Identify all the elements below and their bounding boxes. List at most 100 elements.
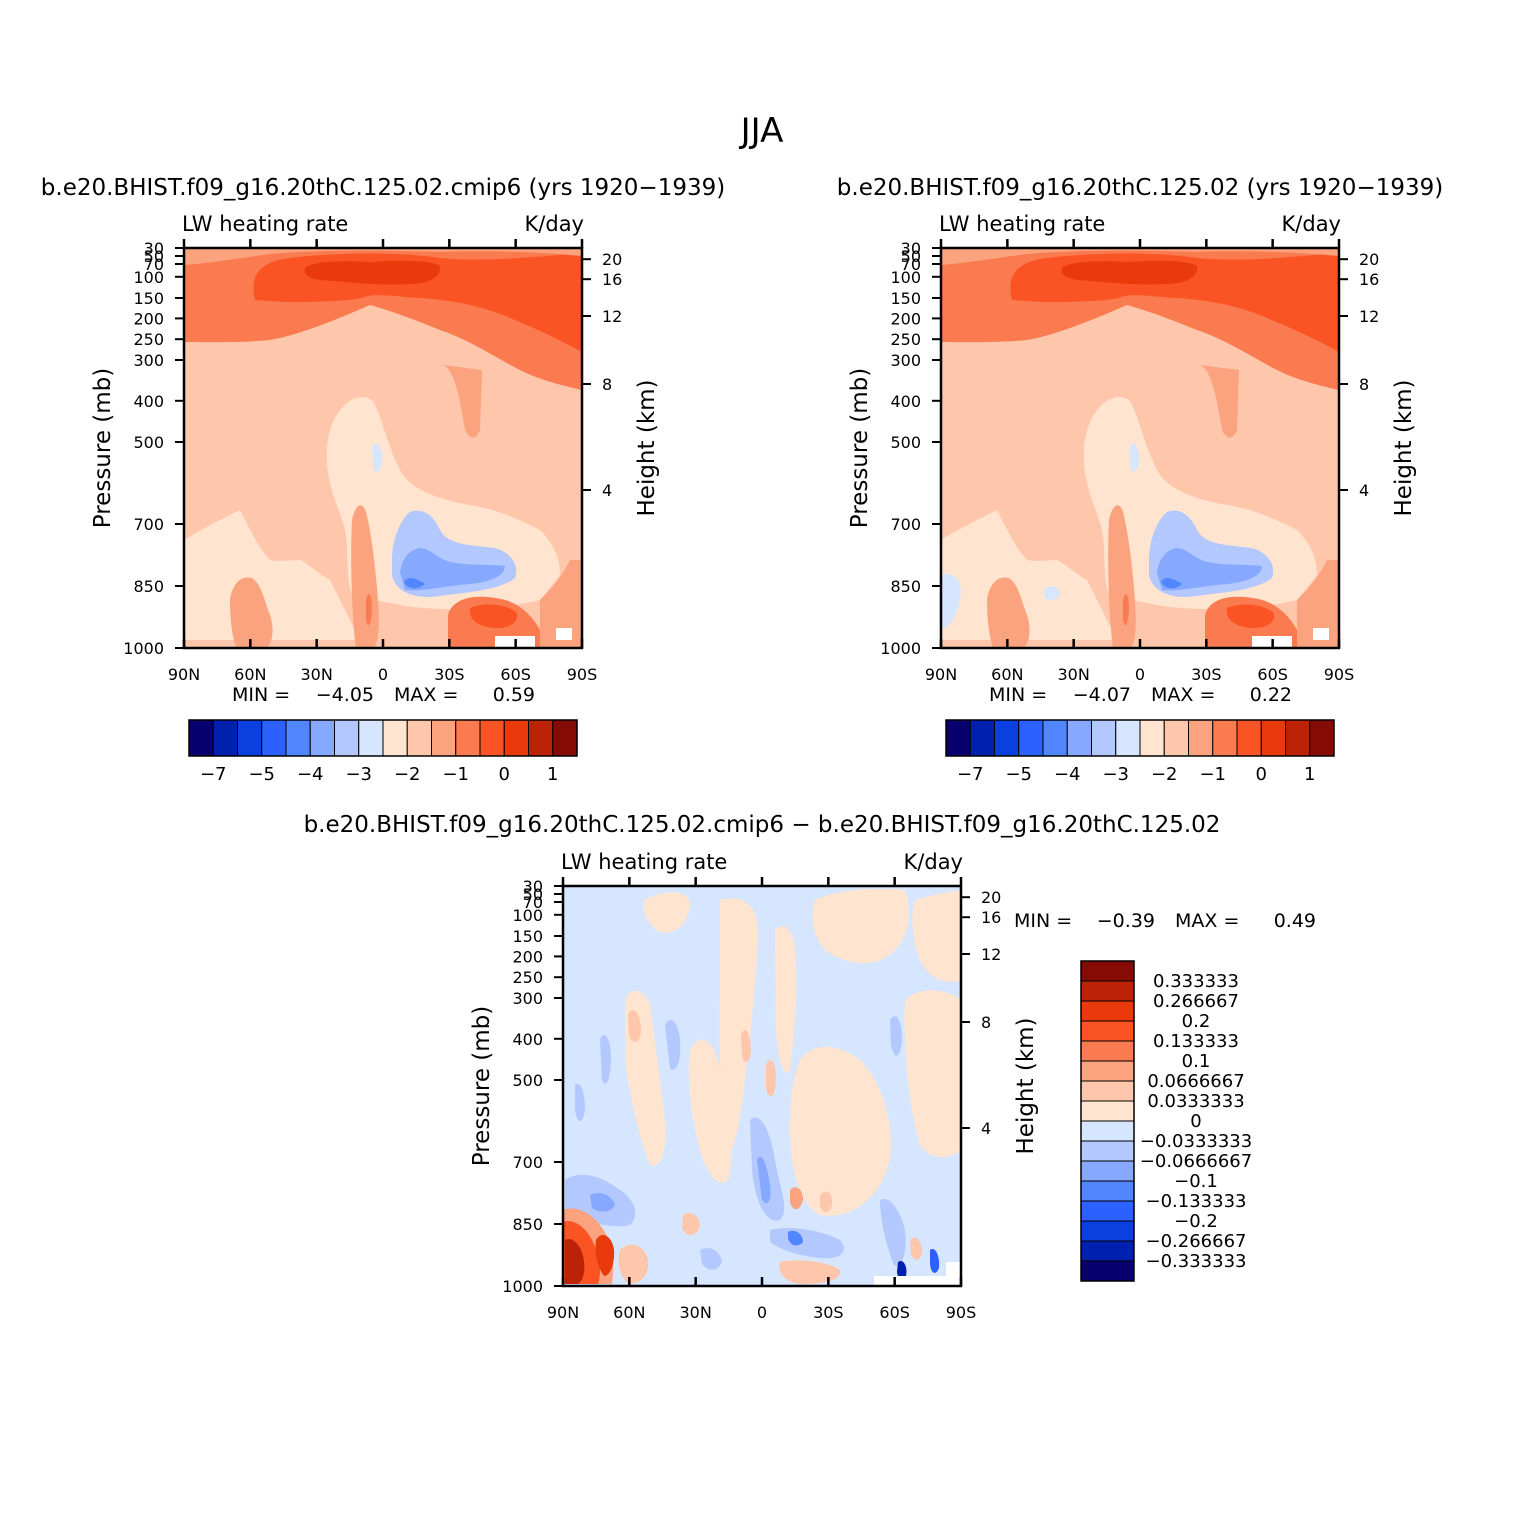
panel-c-y2tick-label: 20 xyxy=(981,888,1001,907)
panel-c-y2tick-label: 8 xyxy=(981,1013,991,1032)
panel-b-colorbar-box xyxy=(1115,719,1141,757)
panel-c-colorbar-box xyxy=(1080,1260,1135,1282)
panel-b-ytick-label: 100 xyxy=(890,268,921,287)
panel-a-colorbar-box xyxy=(261,719,287,757)
panel-a-y2tick-label: 8 xyxy=(602,375,612,394)
panel-b-colorbar-label: −2 xyxy=(1151,764,1178,785)
panel-c-colorbar-label: 0.266667 xyxy=(1153,991,1239,1012)
panel-b-colorbar: −7 −5 −4 −3 −2 −1 0 1 xyxy=(945,719,1335,785)
panel-a-ytick-label: 50 xyxy=(144,247,164,266)
panel-a-colorbar-box xyxy=(309,719,335,757)
panel-b-title: b.e20.BHIST.f09_g16.20thC.125.02 (yrs 19… xyxy=(837,175,1443,201)
panel-b-colorbar-box xyxy=(1309,719,1335,757)
panel-a-colorbar-box xyxy=(503,719,529,757)
panel-c-xtick-label: 30N xyxy=(680,1303,712,1322)
panel-c-ytick-label: 30 xyxy=(523,877,543,896)
panel-b-colorbar-box xyxy=(1139,719,1165,757)
panel-b-colorbar-box xyxy=(1212,719,1238,757)
panel-b-ytick-label: 1000 xyxy=(880,639,921,658)
panel-b-colorbar-box xyxy=(1066,719,1092,757)
panel-c-colorbar-label: −0.266667 xyxy=(1146,1231,1247,1252)
panel-b-colorbar-box xyxy=(1042,719,1068,757)
panel-c-y2tick-label: 12 xyxy=(981,945,1001,964)
panel-a-colorbar-box xyxy=(285,719,311,757)
panel-c-ytick-label: 500 xyxy=(512,1071,543,1090)
panel-a-ytick-label: 300 xyxy=(133,351,164,370)
panel-c: b.e20.BHIST.f09_g16.20thC.125.02.cmip6 −… xyxy=(304,812,1316,1322)
panel-c-colorbar-box xyxy=(1080,1020,1135,1042)
panel-a-colorbar-box xyxy=(382,719,408,757)
panel-c-xtick-label: 90N xyxy=(547,1303,579,1322)
panel-b-xtick-label: 90N xyxy=(925,665,957,684)
figure-title: JJA xyxy=(739,111,784,151)
panel-a-max-value: 0.59 xyxy=(493,684,535,706)
panel-c-max-label: MAX = xyxy=(1175,910,1239,932)
panel-c-colorbar-label: 0.133333 xyxy=(1153,1031,1239,1052)
panel-c-max-value: 0.49 xyxy=(1274,910,1316,932)
panel-c-colorbar-label: −0.1 xyxy=(1174,1171,1218,1192)
panel-a-colorbar: −7 −5 −4 −3 −2 −1 0 1 xyxy=(188,719,578,785)
panel-a-ytick-label: 400 xyxy=(133,392,164,411)
panel-b-ytick-label: 150 xyxy=(890,289,921,308)
panel-c-colorbar: 0.3333330.2666670.20.1333330.10.06666670… xyxy=(1080,960,1252,1282)
panel-a-y2label: Height (km) xyxy=(634,379,660,516)
panel-c-xtick-label: 60S xyxy=(879,1303,910,1322)
panel-b-xtick-label: 60S xyxy=(1257,665,1288,684)
panel-b-left-label: LW heating rate xyxy=(939,212,1105,236)
panel-b-colorbar-label: 1 xyxy=(1304,764,1315,785)
panel-b-y2tick-label: 16 xyxy=(1359,270,1379,289)
panel-b-xtick-label: 30N xyxy=(1058,665,1090,684)
panel-c-colorbar-label: −0.133333 xyxy=(1146,1191,1247,1212)
panel-b-y2tick-label: 4 xyxy=(1359,481,1369,500)
panel-a-colorbar-label: −3 xyxy=(345,764,372,785)
panel-b-ytick-label: 30 xyxy=(901,239,921,258)
panel-b: b.e20.BHIST.f09_g16.20thC.125.02 (yrs 19… xyxy=(837,175,1443,785)
panel-a-xtick-label: 30N xyxy=(301,665,333,684)
panel-c-ytick-label: 400 xyxy=(512,1030,543,1049)
panel-a-field xyxy=(184,248,582,648)
panel-c-xtick-label: 60N xyxy=(613,1303,645,1322)
panel-b-y2tick-label: 8 xyxy=(1359,375,1369,394)
panel-c-colorbar-label: 0.0666667 xyxy=(1147,1071,1244,1092)
panel-a-ytick-label: 70 xyxy=(144,255,164,274)
panel-c-colorbar-label: 0 xyxy=(1190,1111,1201,1132)
panel-a-ytick-label: 250 xyxy=(133,330,164,349)
panel-b-colorbar-box xyxy=(1260,719,1286,757)
panel-c-colorbar-box xyxy=(1080,980,1135,1002)
panel-a-ytick-label: 150 xyxy=(133,289,164,308)
panel-b-ytick-label: 250 xyxy=(890,330,921,349)
panel-c-colorbar-box xyxy=(1080,960,1135,982)
panel-a-colorbar-label: −5 xyxy=(248,764,275,785)
panel-a-colorbar-box xyxy=(188,719,214,757)
panel-b-ytick-label: 50 xyxy=(901,247,921,266)
panel-c-ytick-label: 700 xyxy=(512,1153,543,1172)
panel-a-y2tick-label: 20 xyxy=(602,250,622,269)
panel-a-colorbar-label: −2 xyxy=(394,764,421,785)
panel-a-colorbar-box xyxy=(552,719,578,757)
panel-a-ylabel: Pressure (mb) xyxy=(90,368,116,528)
panel-a-ytick-label: 200 xyxy=(133,309,164,328)
panel-c-colorbar-label: 0.0333333 xyxy=(1147,1091,1244,1112)
panel-b-colorbar-label: −1 xyxy=(1199,764,1226,785)
panel-c-min-value: −0.39 xyxy=(1097,910,1155,932)
panel-a-xtick-label: 60N xyxy=(234,665,266,684)
panel-b-right-label: K/day xyxy=(1282,212,1341,236)
panel-c-colorbar-box xyxy=(1080,1240,1135,1262)
panel-a-colorbar-box xyxy=(406,719,432,757)
panel-b-colorbar-label: −5 xyxy=(1005,764,1032,785)
panel-c-ylabel: Pressure (mb) xyxy=(469,1006,495,1166)
panel-a: b.e20.BHIST.f09_g16.20thC.125.02.cmip6 (… xyxy=(41,175,725,785)
panel-c-ytick-label: 50 xyxy=(523,885,543,904)
panel-c-y2tick-label: 16 xyxy=(981,908,1001,927)
panel-a-xtick-label: 90S xyxy=(567,665,598,684)
panel-c-title: b.e20.BHIST.f09_g16.20thC.125.02.cmip6 −… xyxy=(304,812,1221,838)
panel-b-y2tick-label: 12 xyxy=(1359,307,1379,326)
panel-b-ylabel: Pressure (mb) xyxy=(847,368,873,528)
panel-b-ytick-label: 400 xyxy=(890,392,921,411)
panel-b-max-value: 0.22 xyxy=(1250,684,1292,706)
panel-b-colorbar-box xyxy=(1163,719,1189,757)
panel-c-left-label: LW heating rate xyxy=(561,850,727,874)
panel-c-colorbar-box xyxy=(1080,1220,1135,1242)
panel-a-colorbar-label: 0 xyxy=(499,764,510,785)
panel-b-ytick-label: 200 xyxy=(890,309,921,328)
